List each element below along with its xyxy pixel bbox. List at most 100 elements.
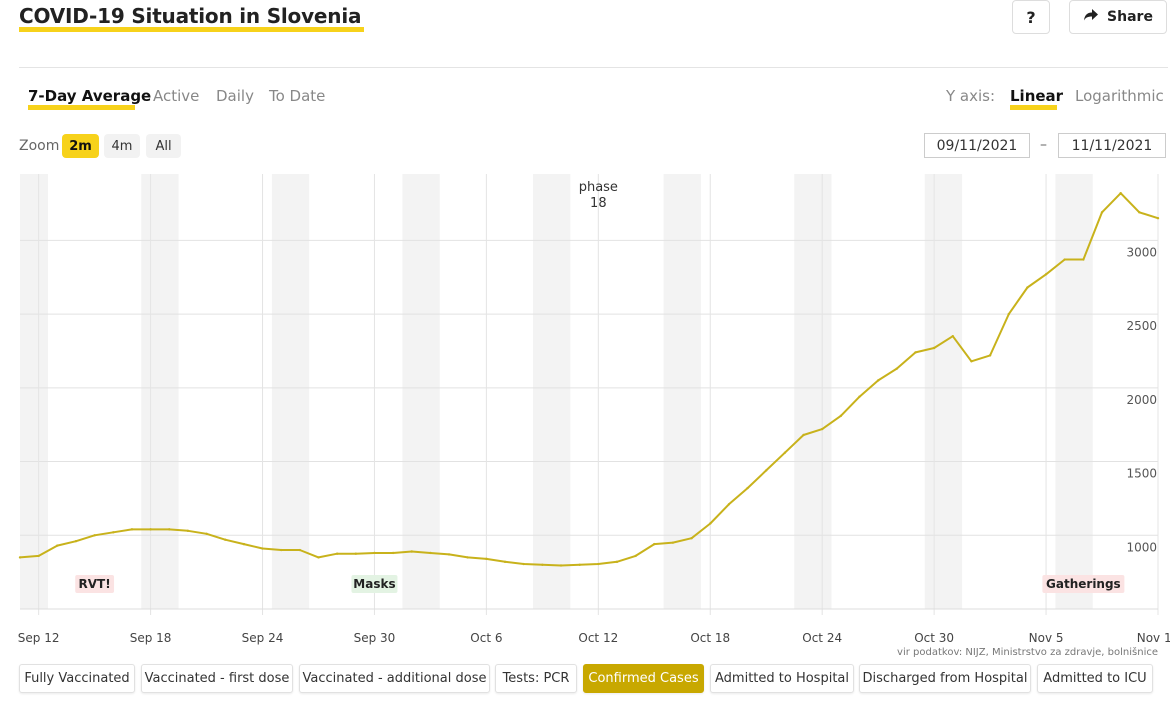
x-tick-label: Sep 12 (18, 631, 60, 645)
y-tick-label: 2000 (1126, 393, 1157, 407)
data-point (298, 548, 302, 552)
data-point (1026, 286, 1029, 289)
x-tick-label: Nov 5 (1029, 631, 1064, 645)
data-point (876, 379, 880, 382)
share-icon (1083, 8, 1099, 26)
tab-daily[interactable]: Daily (216, 87, 254, 105)
title-underline (19, 27, 364, 32)
data-point (391, 551, 395, 555)
measure-label-bg (351, 575, 398, 593)
page-title: COVID-19 Situation in Slovenia (19, 4, 362, 28)
y-tick-label: 1500 (1126, 467, 1157, 481)
data-point (970, 360, 973, 363)
help-button[interactable]: ? (1012, 0, 1050, 34)
data-point (410, 550, 413, 553)
x-tick-label: Oct 30 (914, 631, 954, 645)
tab-active[interactable]: Active (153, 87, 200, 105)
data-point (541, 563, 544, 566)
legend-discharged-hospital[interactable]: Discharged from Hospital (859, 664, 1031, 693)
measure-label-bg (1042, 575, 1125, 593)
yaxis-logarithmic[interactable]: Logarithmic (1075, 87, 1164, 105)
yaxis-active-underline (1010, 105, 1057, 110)
date-to-input[interactable]: 11/11/2021 (1058, 133, 1166, 158)
data-point (839, 414, 843, 418)
date-from-input[interactable]: 09/11/2021 (924, 133, 1030, 158)
legend-tests-pcr[interactable]: Tests: PCR (495, 664, 577, 693)
x-tick-label: Oct 24 (802, 631, 842, 645)
zoom-label: Zoom (19, 138, 60, 154)
cases-chart[interactable]: 1000 1500 2000 2500 3000 Sep 12 Sep 18 Sep 24 Se… (0, 170, 1170, 650)
measure-label: Gatherings (1046, 577, 1121, 591)
data-point (1007, 312, 1010, 316)
data-point (279, 548, 283, 552)
data-point (895, 367, 899, 370)
data-point (522, 562, 525, 566)
data-point (597, 562, 600, 566)
data-point (56, 544, 59, 547)
data-point (634, 554, 637, 558)
phase-annotation: phase (579, 180, 618, 195)
phase-annotation: 18 (590, 196, 607, 211)
x-tick-label: Sep 18 (130, 631, 172, 645)
data-point (559, 564, 563, 567)
data-point (317, 556, 320, 559)
tab-to-date[interactable]: To Date (269, 87, 326, 105)
series-line-confirmed-cases (19, 192, 1159, 567)
x-tick-label: Sep 30 (354, 631, 396, 645)
data-point (820, 427, 824, 431)
legend-confirmed-cases[interactable]: Confirmed Cases (583, 664, 704, 693)
weekend-band (141, 174, 179, 609)
data-point (242, 542, 246, 546)
data-point (1119, 191, 1122, 195)
data-point (802, 433, 805, 437)
data-point (354, 552, 358, 555)
data-point (186, 529, 190, 533)
data-point (858, 395, 861, 398)
data-point (168, 528, 171, 531)
data-point (37, 554, 40, 558)
weekend-band (794, 174, 832, 609)
data-point (1100, 211, 1104, 214)
legend-fully-vaccinated[interactable]: Fully Vaccinated (19, 664, 135, 693)
tab-7-day-average[interactable]: 7-Day Average (28, 87, 152, 105)
data-point (130, 528, 134, 531)
data-point (74, 539, 78, 543)
x-tick-label: Oct 6 (470, 631, 502, 645)
weekend-band (271, 174, 310, 609)
data-point (1138, 211, 1141, 214)
x-tick-label: Oct 18 (690, 631, 730, 645)
zoom-4m-button[interactable]: 4m (104, 134, 140, 158)
data-point (578, 563, 581, 566)
data-point (112, 531, 115, 534)
legend-first-dose[interactable]: Vaccinated - first dose (141, 664, 293, 693)
data-point (485, 557, 488, 561)
legend-admitted-hospital[interactable]: Admitted to Hospital (710, 664, 854, 693)
data-point (951, 335, 954, 338)
data-point (93, 534, 96, 537)
x-tick-label: Sep 24 (242, 631, 284, 645)
data-point (205, 532, 208, 535)
data-point (1082, 258, 1085, 261)
data-point (18, 556, 22, 559)
y-tick-label: 1000 (1126, 540, 1157, 554)
legend-additional-dose[interactable]: Vaccinated - additional dose (299, 664, 490, 693)
data-point (335, 552, 339, 555)
legend-admitted-icu[interactable]: Admitted to ICU (1037, 664, 1153, 693)
y-tick-label: 3000 (1126, 245, 1157, 259)
data-point (149, 528, 152, 531)
data-point (727, 503, 731, 506)
data-point (429, 551, 432, 555)
zoom-2m-button[interactable]: 2m (62, 134, 99, 158)
data-point (224, 538, 227, 541)
yaxis-linear[interactable]: Linear (1010, 87, 1064, 105)
weekend-band (20, 174, 48, 609)
zoom-all-button[interactable]: All (146, 134, 181, 158)
data-point (765, 469, 768, 472)
share-button[interactable]: Share (1069, 0, 1167, 34)
weekend-band (402, 174, 440, 609)
data-point (653, 542, 656, 546)
measure-label: RVT! (79, 577, 111, 591)
y-tick-label: 2500 (1126, 319, 1157, 333)
weekend-band (533, 174, 571, 609)
data-point (783, 451, 787, 454)
